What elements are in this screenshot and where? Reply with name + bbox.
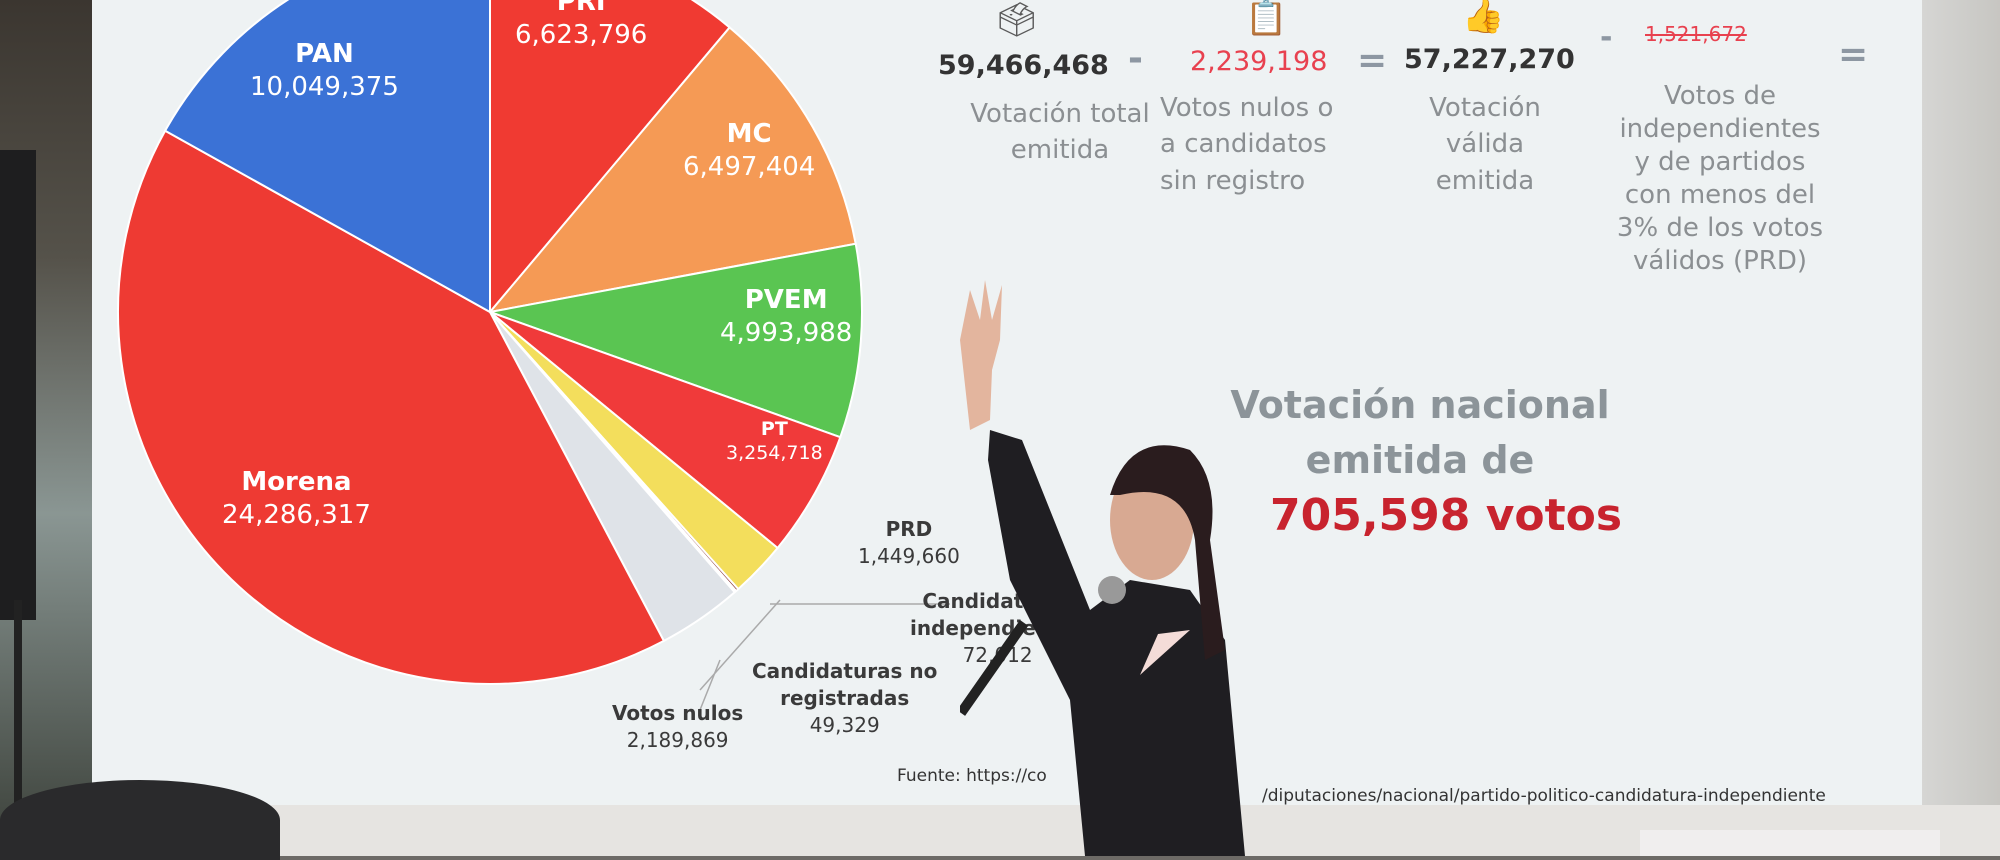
small-party-votes: 1,521,672 — [1645, 22, 1747, 46]
presenter-body — [988, 430, 1245, 856]
label-pan: PAN 10,049,375 — [250, 39, 399, 102]
small-party-caption: Votos de independientes y de partidos con m… — [1616, 81, 1824, 277]
valid-votes: 57,227,270 — [1404, 44, 1575, 75]
source-url: /diputaciones/nacional/partido-politico-… — [1262, 786, 1826, 806]
microphone — [960, 620, 1029, 716]
ballot-box-icon: 🗳 — [995, 0, 1039, 40]
label-prd: PRD 1,449,660 — [858, 517, 960, 568]
valid-caption: Votación válida emitida — [1429, 93, 1541, 196]
leader-lines — [699, 599, 950, 711]
null-votes: 2,239,198 — [1190, 46, 1328, 77]
label-pvem: PVEM 4,993,988 — [720, 285, 853, 348]
audience-head — [0, 780, 280, 860]
label-morena: Morena 24,286,317 — [222, 467, 371, 530]
total-caption: Votación total emitida — [970, 99, 1150, 166]
speaker-pole — [14, 600, 22, 856]
speaker-column — [0, 150, 36, 620]
national-votes: 705,598 votos — [1270, 490, 1623, 541]
label-no-registradas: Candidaturas no registradas 49,329 — [752, 659, 938, 737]
right-wall — [1920, 0, 2000, 856]
equals-operator-2: = — [1838, 34, 1869, 75]
pie-slice-pri — [489, 0, 732, 315]
podium — [1640, 830, 1940, 856]
invalid-vote-icon: 📋 — [1245, 0, 1288, 38]
label-votos-nulos: Votos nulos 2,189,869 — [612, 701, 744, 752]
total-votes: 59,466,468 — [938, 50, 1109, 81]
source-text: Fuente: https://co — [897, 766, 1047, 786]
presenter — [960, 280, 1245, 856]
equals-operator: = — [1357, 40, 1388, 81]
label-pri: PRI 6,623,796 — [515, 0, 648, 50]
microphone-head — [1098, 576, 1126, 604]
minus-operator: - — [1128, 38, 1143, 79]
minus-operator-2: - — [1600, 20, 1613, 55]
label-mc: MC 6,497,404 — [683, 119, 816, 182]
pie-slice-mc — [487, 26, 857, 314]
raised-hand — [960, 280, 1002, 430]
label-pt: PT 3,254,718 — [726, 418, 823, 464]
thumbs-up-icon: 👍 — [1462, 0, 1505, 36]
presenter-hair — [1110, 445, 1225, 660]
pie-slice-pan — [163, 0, 491, 314]
headline: Votación nacional emitida de — [1230, 383, 1610, 483]
pie-slice-pvem — [486, 242, 863, 439]
pie-slice-morena — [117, 129, 666, 685]
